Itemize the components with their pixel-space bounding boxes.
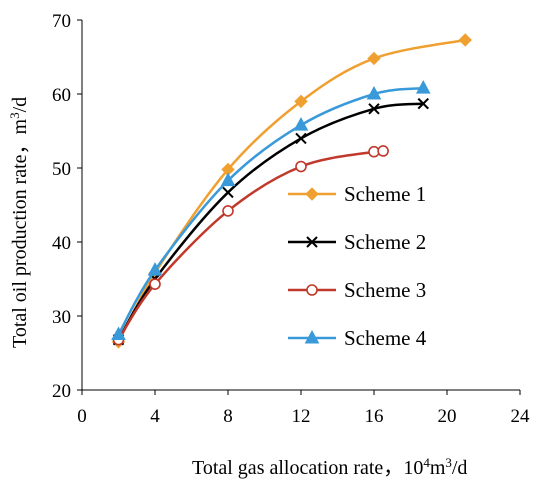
x-tick-label: 8 <box>223 406 233 427</box>
x-axis-unit-sup2: 3 <box>445 455 452 470</box>
data-point <box>147 262 163 276</box>
legend-marker <box>305 187 319 201</box>
data-point <box>295 160 307 173</box>
legend-label: Scheme 4 <box>344 326 427 350</box>
y-tick-label: 60 <box>52 85 71 106</box>
x-ticks: 0 4 8 12 16 20 24 <box>77 390 530 427</box>
y-ticks: 20 30 40 50 60 70 <box>52 11 82 402</box>
x-axis-unit-sup1: 4 <box>423 455 430 470</box>
legend-item: Scheme 2 <box>288 230 426 254</box>
series-2 <box>112 97 429 346</box>
legend-marker <box>306 236 318 248</box>
legend: Scheme 1 Scheme 2 Scheme 3 Scheme 4 <box>288 182 427 350</box>
y-tick-label: 40 <box>52 233 71 254</box>
x-tick-label: 12 <box>292 406 311 427</box>
data-point <box>294 94 308 109</box>
series-line <box>117 102 424 341</box>
x-axis-unit-base2: m <box>430 457 446 479</box>
y-axis-unit-base1: m <box>9 118 31 134</box>
axes <box>81 20 520 391</box>
data-point <box>149 278 161 290</box>
legend-item: Scheme 1 <box>288 182 426 206</box>
data-point <box>458 33 472 47</box>
x-tick-label: 4 <box>150 406 160 427</box>
y-tick-label: 20 <box>52 381 71 402</box>
x-tick-label: 16 <box>365 406 384 427</box>
data-point <box>111 326 126 340</box>
legend-label: Scheme 3 <box>344 278 426 302</box>
x-axis-title: Total gas allocation rate，104m3/d <box>192 455 467 480</box>
x-axis-label: Total gas allocation rate， <box>192 457 403 479</box>
x-axis-unit-base1: 10 <box>403 457 423 479</box>
data-point <box>293 117 309 131</box>
y-tick-label: 70 <box>52 11 71 32</box>
y-axis-label: Total oil production rate， <box>9 134 31 348</box>
data-point <box>415 80 431 94</box>
legend-label: Scheme 1 <box>344 182 426 206</box>
data-point <box>222 205 234 217</box>
data-point <box>295 132 307 145</box>
y-tick-label: 30 <box>52 307 71 328</box>
x-tick-label: 20 <box>438 406 457 427</box>
data-point <box>220 172 236 187</box>
data-point <box>417 97 429 110</box>
x-axis-unit-base3: /d <box>452 457 468 479</box>
y-tick-label: 50 <box>52 159 71 180</box>
y-axis-unit-sup1: 3 <box>7 112 22 119</box>
data-point <box>368 103 380 115</box>
legend-item: Scheme 4 <box>288 326 427 350</box>
data-point <box>367 51 381 66</box>
data-point <box>222 186 234 199</box>
y-axis-unit-base2: /d <box>9 97 31 113</box>
data-point <box>377 145 389 157</box>
series-4 <box>111 80 431 340</box>
y-axis-title: Total oil production rate，m3/d <box>7 97 32 348</box>
legend-marker <box>304 329 320 344</box>
x-tick-label: 0 <box>77 406 87 427</box>
series-group <box>111 33 472 349</box>
x-tick-label: 24 <box>511 406 531 427</box>
data-point <box>366 85 382 100</box>
legend-marker <box>306 284 318 296</box>
legend-item: Scheme 3 <box>288 278 426 302</box>
legend-label: Scheme 2 <box>344 230 426 254</box>
